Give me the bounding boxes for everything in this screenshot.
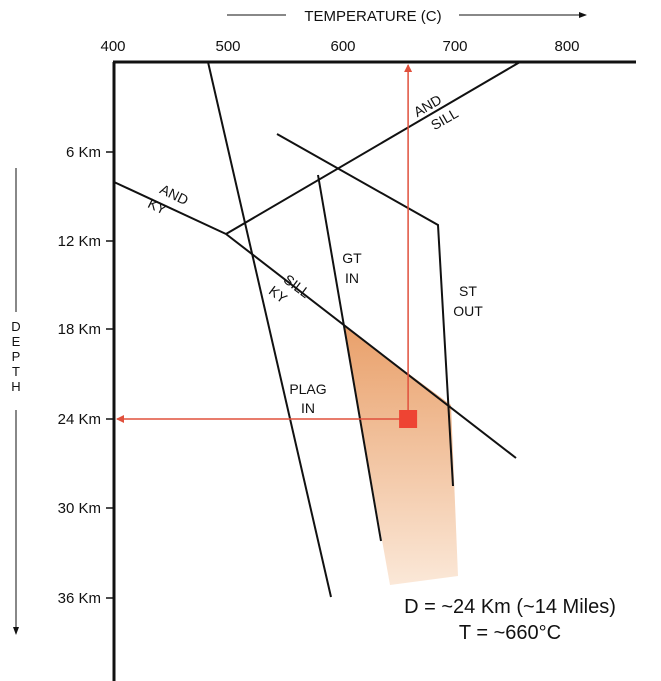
gt-in-label-gt: GT — [342, 250, 362, 266]
gt-in-label-in: IN — [345, 270, 359, 286]
plag-in-label-plag: PLAG — [289, 381, 326, 397]
depth-title-letter-e: E — [12, 334, 21, 349]
depth-tick-24: 24 Km — [58, 411, 101, 428]
pt-window-zone — [344, 326, 458, 585]
depth-result-text: D = ~24 Km (~14 Miles) — [404, 596, 616, 618]
temp-tick-500: 500 — [215, 38, 240, 55]
and-ky-line — [113, 181, 227, 235]
temperature-axis-title: TEMPERATURE (C) — [304, 8, 441, 25]
depth-title-letter-t: T — [12, 364, 20, 379]
st-out-label-out: OUT — [453, 303, 483, 319]
sill-ky-label: SILL KY — [266, 271, 314, 307]
and-sill-line — [225, 61, 521, 235]
depth-tick-6: 6 Km — [66, 144, 101, 161]
and-sill-label: AND SILL — [411, 91, 461, 133]
depth-tick-18: 18 Km — [58, 321, 101, 338]
temp-tick-700: 700 — [442, 38, 467, 55]
temp-tick-800: 800 — [554, 38, 579, 55]
and-ky-label: AND KY — [145, 181, 191, 218]
temperature-result-text: T = ~660°C — [458, 622, 562, 644]
and-ky-label-ky: KY — [145, 195, 169, 218]
pt-estimate-marker — [399, 410, 418, 428]
temp-tick-400: 400 — [100, 38, 125, 55]
plag-in-line — [207, 61, 332, 598]
depth-title-letter-p: P — [12, 349, 21, 364]
depth-axis-title: D E P T H — [11, 319, 20, 394]
gt-in-line — [317, 174, 382, 542]
st-out-label-st: ST — [459, 283, 477, 299]
depth-title-letter-h: H — [11, 379, 20, 394]
plag-in-label-in: IN — [301, 400, 315, 416]
temp-tick-600: 600 — [330, 38, 355, 55]
depth-tick-12: 12 Km — [58, 233, 101, 250]
st-out-line — [276, 133, 454, 487]
sill-ky-line — [225, 233, 517, 459]
depth-tick-36: 36 Km — [58, 590, 101, 607]
depth-tick-30: 30 Km — [58, 500, 101, 517]
depth-title-letter-d: D — [11, 319, 20, 334]
